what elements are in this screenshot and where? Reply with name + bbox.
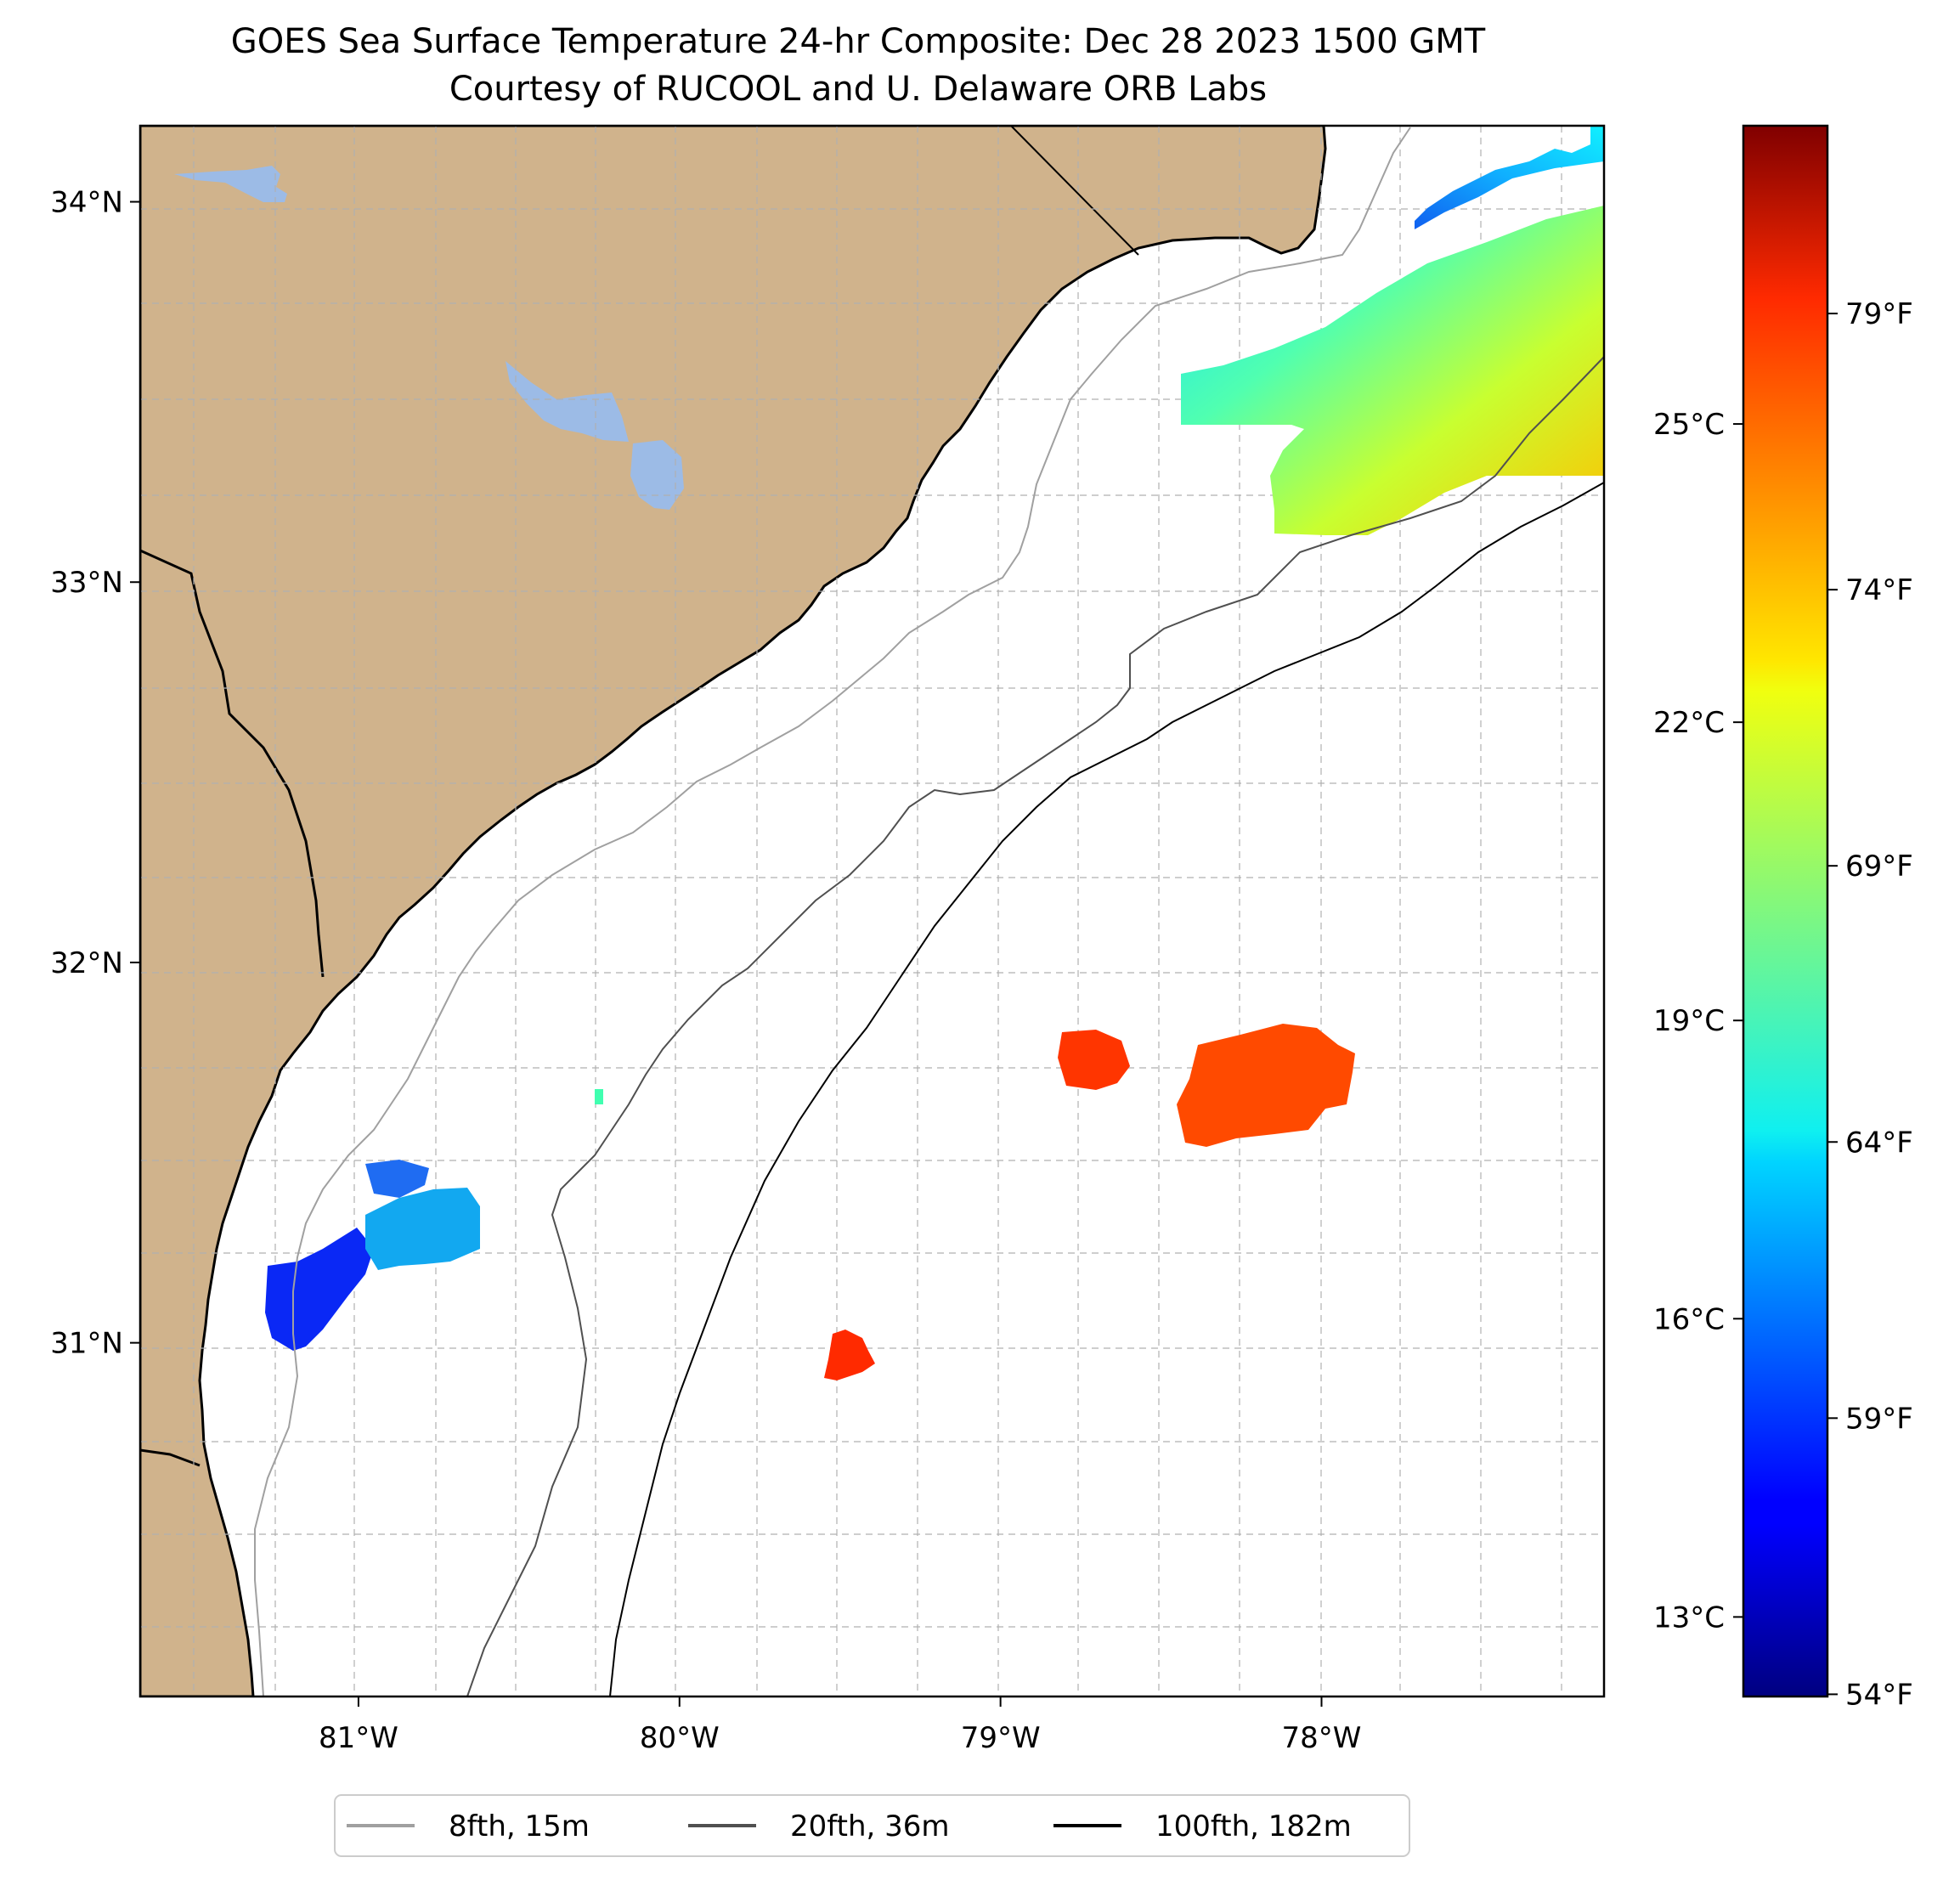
isobath-8fth [254,127,1411,1697]
colorbar-fahrenheit-label: 64°F [1845,1126,1913,1160]
y-tick-label: 32°N [50,946,123,980]
colorbar-fahrenheit-label: 74°F [1845,573,1913,607]
sst-south-offshore[interactable] [824,1330,875,1380]
colorbar-celsius-label: 13°C [1653,1601,1725,1634]
state-boundary-south [140,1448,201,1467]
land [140,126,1327,1697]
map-panel [140,126,1604,1697]
colorbar-celsius-label: 16°C [1653,1302,1725,1336]
sst-nearshore-south-b[interactable] [365,1188,480,1270]
y-tick-label: 31°N [50,1327,123,1361]
y-tick-label: 34°N [50,186,123,220]
lake-moultrie [630,440,684,510]
sst-ne-warm [1181,206,1604,535]
colorbar: 13°C 16°C 19°C 22°C 25°C 54°F 59°F 64°F 69°F 74°… [1653,124,1913,1712]
colorbar-gradient [1742,124,1829,1698]
legend-label: 8fth, 15m [449,1809,590,1843]
x-tick-label: 78°W [1282,1721,1362,1755]
sst-speck [595,1089,603,1104]
map-title: GOES Sea Surface Temperature 24-hr Compo… [231,22,1486,61]
y-tick-label: 33°N [50,566,123,600]
colorbar-celsius-label: 19°C [1653,1004,1725,1038]
sst-offshore-2[interactable] [1177,1024,1355,1147]
isobath-20fth [466,356,1604,1697]
sst-ne-cool [1415,126,1604,229]
colorbar-celsius-ticks: 13°C 16°C 19°C 22°C 25°C [1653,408,1743,1634]
state-boundary-nc-sc [1010,126,1139,256]
map-frame [138,124,1606,1698]
colorbar-fahrenheit-label: 69°F [1845,850,1913,884]
sst-offshore-1[interactable] [1058,1030,1130,1090]
state-boundary-sc-ga [140,549,325,978]
colorbar-fahrenheit-label: 59°F [1845,1402,1913,1436]
x-tick-label: 81°W [319,1721,398,1755]
colorbar-fahrenheit-label: 79°F [1845,297,1913,331]
isobath-100fth [609,482,1604,1697]
legend-label: 100fth, 182m [1155,1809,1352,1843]
lake-marion [506,361,629,442]
legend-label: 20fth, 36m [790,1809,950,1843]
x-tick-label: 79°W [961,1721,1041,1755]
gridlines [140,126,1604,1697]
sst-nearshore-south-c[interactable] [365,1160,429,1198]
colorbar-celsius-label: 22°C [1653,706,1725,740]
sst-layer [265,126,1604,1380]
colorbar-celsius-label: 25°C [1653,408,1725,442]
legend: 8fth, 15m 20fth, 36m 100fth, 182m [334,1794,1410,1857]
lake-mattamuskeet [174,166,287,202]
x-tick-label: 80°W [640,1721,720,1755]
colorbar-fahrenheit-label: 54°F [1845,1678,1913,1712]
isobaths [254,127,1604,1697]
colorbar-fahrenheit-ticks: 54°F 59°F 64°F 69°F 74°F 79°F [1827,297,1913,1712]
map-subtitle: Courtesy of RUCOOL and U. Delaware ORB L… [449,70,1267,109]
y-axis: 34°N 33°N 32°N 31°N [50,186,140,1361]
legend-box [334,1794,1410,1857]
x-axis: 81°W 80°W 79°W 78°W [319,1697,1361,1755]
